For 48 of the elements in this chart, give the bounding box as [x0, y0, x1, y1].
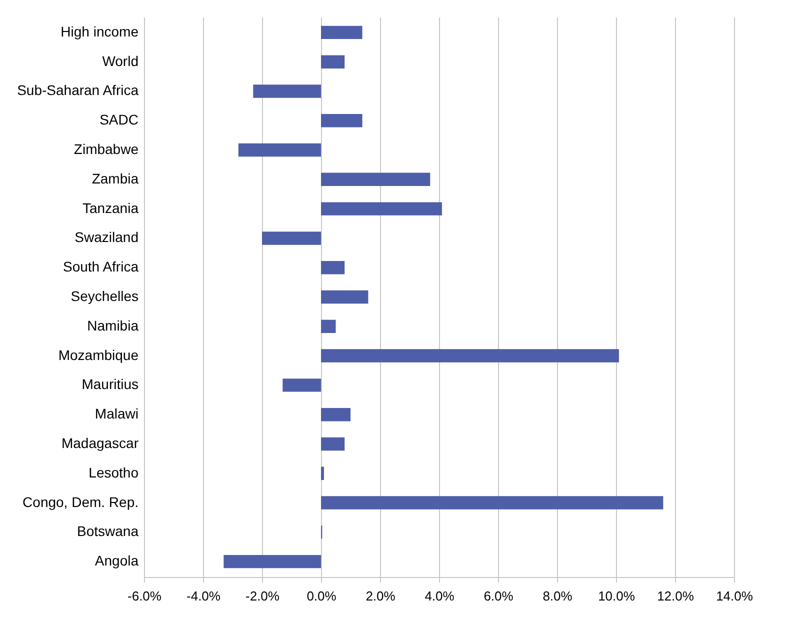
bar — [321, 320, 336, 334]
y-tick-label: Madagascar — [61, 434, 139, 451]
x-tick-label: 8.0% — [542, 588, 573, 604]
y-tick-label: World — [102, 52, 138, 69]
y-tick-label: Namibia — [87, 317, 139, 334]
y-tick-label: High income — [60, 23, 139, 40]
x-tick-label: -2.0% — [246, 588, 280, 604]
y-tick-label: Sub-Saharan Africa — [17, 82, 139, 98]
y-tick-label: Zimbabwe — [74, 141, 139, 158]
y-tick-label: Zambia — [92, 170, 139, 186]
bar — [282, 378, 321, 392]
bar — [321, 408, 350, 422]
bar — [321, 466, 324, 480]
x-tick-label: -6.0% — [128, 588, 162, 604]
y-tick-label: Tanzania — [82, 200, 139, 216]
bar — [253, 84, 321, 98]
bar — [321, 202, 442, 216]
y-tick-label: Seychelles — [70, 288, 138, 304]
y-tick-label: Mauritius — [82, 376, 138, 392]
y-tick-label: Malawi — [94, 406, 138, 422]
bar — [321, 260, 345, 274]
x-tick-label: 10.0% — [598, 588, 636, 604]
y-tick-label: Congo, Dem. Rep. — [22, 494, 138, 510]
y-tick-label: Lesotho — [88, 464, 139, 480]
bar — [321, 437, 345, 451]
y-tick-label: Mozambique — [58, 346, 139, 363]
bar — [321, 290, 368, 304]
bar — [262, 232, 321, 245]
y-tick-label: South Africa — [63, 258, 139, 275]
bar — [321, 172, 430, 186]
bar — [321, 496, 664, 510]
x-tick-label: 12.0% — [657, 588, 694, 604]
x-tick-label: -4.0% — [186, 588, 221, 604]
bar — [224, 554, 321, 568]
x-tick-label: 14.0% — [716, 588, 754, 604]
y-tick-label: Swaziland — [74, 229, 138, 246]
bar — [321, 26, 362, 40]
x-tick-label: 0.0% — [306, 588, 337, 604]
x-tick-label: 2.0% — [366, 588, 396, 604]
bar — [321, 55, 345, 68]
bar — [238, 143, 321, 157]
bar — [321, 114, 362, 128]
y-tick-label: Botswana — [77, 523, 139, 540]
bar — [321, 349, 619, 362]
x-tick-label: 4.0% — [424, 588, 455, 604]
x-tick-label: 6.0% — [484, 588, 514, 604]
y-tick-label: SADC — [100, 112, 138, 128]
y-tick-label: Angola — [94, 552, 139, 569]
